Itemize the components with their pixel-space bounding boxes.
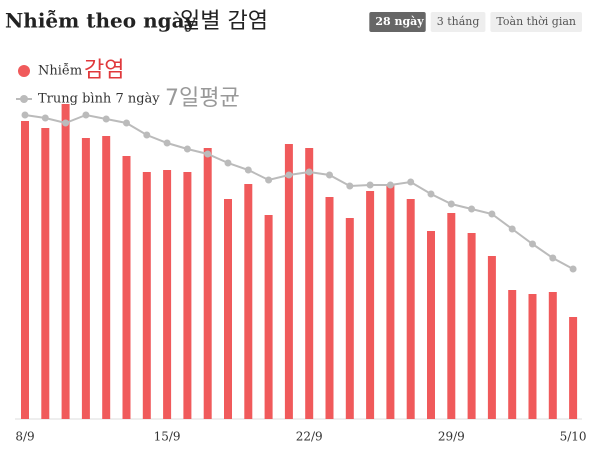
bar: [548, 292, 557, 419]
average-point: [386, 181, 394, 189]
range-buttons: Toàn thời gian 3 tháng 28 ngày: [369, 12, 582, 32]
title-annotation: 일별 감염: [180, 9, 268, 34]
average-point: [529, 240, 536, 248]
bar: [427, 231, 435, 419]
average-point: [407, 178, 415, 186]
average-point: [82, 111, 90, 119]
bar: [305, 148, 314, 419]
average-point: [183, 145, 191, 153]
average-point: [447, 200, 455, 208]
legend-label: Trung bình 7 ngày: [38, 92, 160, 107]
bar: [447, 213, 456, 419]
x-tick-label: 29/9: [438, 430, 465, 444]
range-button[interactable]: [430, 12, 486, 32]
average-point: [285, 171, 293, 179]
bar: [508, 290, 517, 419]
average-point: [427, 190, 435, 198]
bar: [81, 138, 90, 419]
bar: [366, 191, 375, 419]
average-point: [569, 265, 577, 273]
bar: [244, 184, 253, 419]
legend-swatch: [18, 65, 30, 77]
average-point: [244, 166, 252, 174]
bar: [569, 317, 578, 419]
average-point: [21, 111, 29, 119]
range-button[interactable]: [369, 12, 426, 32]
bar: [163, 170, 172, 419]
range-button-label: Toàn thời gian: [496, 15, 576, 28]
average-point: [143, 131, 151, 139]
bar: [487, 256, 496, 419]
average-point: [346, 182, 354, 190]
bar: [264, 215, 273, 419]
bar: [325, 197, 334, 419]
chart-title: Nhiễm theo ngày: [5, 9, 198, 33]
bar: [122, 156, 131, 419]
average-point: [549, 254, 557, 262]
average-point: [224, 159, 232, 167]
bar: [102, 136, 111, 419]
legend-swatch: [20, 95, 28, 103]
bar: [284, 144, 293, 419]
x-tick-label: 22/9: [296, 430, 323, 444]
bar: [528, 294, 537, 419]
bar: [183, 172, 192, 419]
bar: [467, 233, 476, 419]
legend-annotation: 감염: [84, 58, 124, 83]
bar: [41, 128, 50, 419]
x-tick-label: 5/10: [560, 430, 587, 444]
x-tick-label: 15/9: [154, 430, 181, 444]
bar: [386, 184, 395, 419]
average-point: [265, 176, 273, 184]
average-point: [123, 119, 130, 127]
average-point: [41, 114, 49, 122]
legend-label: Nhiễm: [38, 63, 82, 79]
average-point: [305, 168, 313, 176]
legend: Nhiễm 감염 Trung bình 7 ngày 7일평균: [16, 58, 240, 111]
average-point: [163, 139, 171, 147]
bar: [224, 199, 232, 419]
bar: [61, 104, 70, 419]
bar: [21, 121, 29, 419]
range-button-label: 3 tháng: [437, 15, 480, 28]
average-point: [204, 150, 212, 158]
average-point: [102, 115, 110, 123]
average-point: [508, 225, 516, 233]
average-line: [24, 113, 574, 270]
bar: [406, 199, 415, 419]
bar: [203, 148, 212, 419]
bar: [345, 218, 354, 419]
average-point: [366, 181, 374, 189]
range-button-label: 28 ngày: [375, 15, 424, 28]
bar: [142, 172, 151, 419]
average-point: [326, 171, 333, 179]
average-point: [468, 205, 476, 213]
legend-annotation: 7일평균: [165, 86, 240, 111]
x-tick-label: 8/9: [15, 430, 34, 444]
average-point: [62, 119, 70, 127]
range-button[interactable]: [490, 12, 582, 32]
average-point: [488, 210, 496, 218]
